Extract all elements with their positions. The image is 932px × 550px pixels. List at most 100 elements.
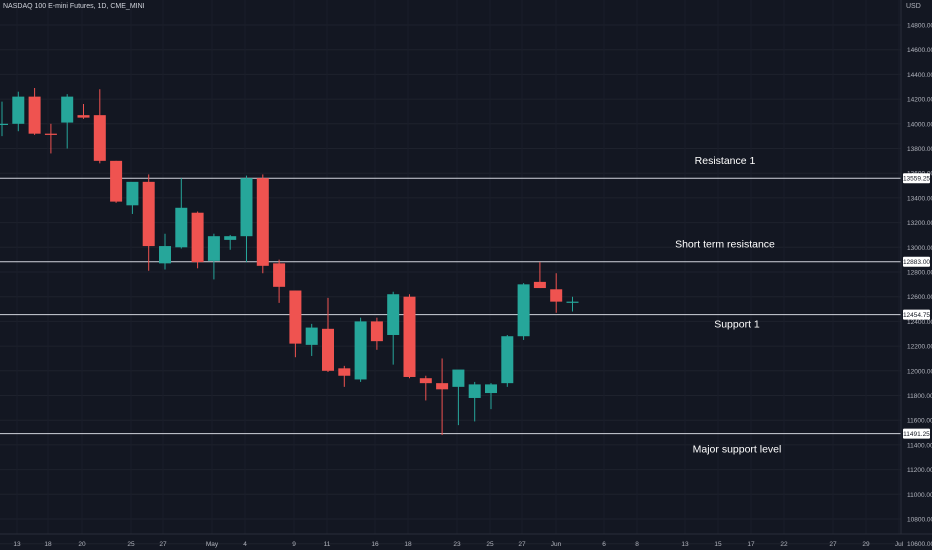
time-tick-label: 22 — [780, 541, 788, 548]
candle-body — [28, 96, 41, 134]
time-tick-label: 4 — [243, 541, 247, 548]
candle — [207, 233, 220, 280]
time-tick-label: 29 — [862, 541, 870, 548]
price-tick-label: 12200.00 — [907, 344, 932, 351]
time-tick-label: 13 — [681, 541, 689, 548]
candle-body — [305, 327, 318, 345]
candle — [501, 334, 514, 387]
candle-body — [550, 289, 563, 302]
candle — [419, 375, 432, 401]
currency-label: USD — [906, 3, 921, 10]
candle — [126, 181, 139, 214]
candle-body — [12, 96, 25, 124]
candle — [110, 160, 123, 203]
price-tick-label: 14400.00 — [907, 72, 932, 79]
price-tick-label: 11000.00 — [907, 492, 932, 499]
candle-body — [338, 368, 351, 376]
candle-body — [0, 123, 8, 125]
price-tick-label: 14800.00 — [907, 23, 932, 30]
candle-body — [126, 181, 139, 206]
candle-body — [354, 321, 367, 380]
short-term-resistance-price-badge — [903, 256, 930, 267]
candle — [61, 94, 74, 149]
price-tick-label: 13400.00 — [907, 195, 932, 202]
candle — [93, 89, 106, 164]
candle-body — [256, 178, 269, 266]
horizontal-level-lines — [0, 177, 901, 435]
candle-body — [175, 207, 188, 248]
time-tick-label: May — [206, 541, 219, 548]
time-tick-label: 16 — [371, 541, 379, 548]
candle-body — [240, 178, 253, 237]
candle-body — [517, 284, 530, 337]
candle-body — [419, 378, 432, 384]
time-tick-label: 18 — [404, 541, 412, 548]
price-tick-label: 12800.00 — [907, 270, 932, 277]
grid-lines — [0, 24, 901, 545]
major-support-level-price-badge — [903, 428, 930, 439]
candle — [403, 294, 416, 379]
candle — [452, 369, 465, 426]
candle — [159, 233, 171, 270]
price-tick-label: 14200.00 — [907, 97, 932, 104]
candle-body — [110, 160, 123, 202]
candle-body — [61, 96, 74, 123]
resistance-1-price-label: 13559.25 — [903, 176, 930, 183]
support-1-price-label: 12454.75 — [903, 312, 930, 319]
candle — [256, 174, 269, 274]
price-tick-label: 11200.00 — [907, 467, 932, 474]
candle-body — [501, 336, 514, 384]
candle — [240, 175, 253, 263]
time-tick-label: 15 — [714, 541, 722, 548]
level-annotations: Resistance 1 Short term resistance Support… — [675, 155, 781, 455]
time-tick-label: 27 — [829, 541, 837, 548]
support-1-annotation: Support 1 — [714, 319, 760, 331]
price-tick-label: 11400.00 — [907, 442, 932, 449]
candle — [485, 383, 497, 410]
candle — [322, 297, 334, 373]
time-tick-label: 25 — [127, 541, 135, 548]
time-axis[interactable]: 13 18 20 25 27 May 4 9 11 16 18 23 25 27 Jun 6 8 13 15 17 22… — [13, 541, 903, 548]
time-tick-label: 13 — [13, 541, 21, 548]
candle — [289, 290, 302, 358]
candle-body — [403, 296, 416, 377]
time-tick-label: 27 — [518, 541, 526, 548]
price-tick-label: 11800.00 — [907, 393, 932, 400]
candle — [77, 104, 90, 119]
candle-body — [485, 384, 497, 394]
candle — [12, 91, 25, 132]
candles — [0, 87, 579, 436]
price-tick-label: 12600.00 — [907, 294, 932, 301]
price-tick-label: 13000.00 — [907, 245, 932, 252]
candle-body — [207, 236, 220, 261]
time-tick-label: Jul — [895, 541, 904, 548]
time-tick-label: 23 — [453, 541, 461, 548]
time-tick-label: 6 — [602, 541, 606, 548]
candle — [387, 291, 400, 365]
time-tick-label: Jun — [551, 541, 562, 548]
candle — [517, 283, 530, 340]
time-tick-label: 27 — [159, 541, 167, 548]
candle-body — [44, 133, 57, 135]
candle — [44, 123, 57, 154]
candle — [191, 211, 204, 269]
price-tick-label: 14600.00 — [907, 47, 932, 54]
candle — [354, 317, 367, 382]
time-tick-label: 11 — [324, 541, 331, 548]
candle-body — [452, 369, 465, 387]
chart-title: NASDAQ 100 E-mini Futures, 1D, CME_MINI — [3, 3, 145, 10]
candle-body — [436, 383, 449, 390]
candle-body — [468, 384, 481, 398]
short-term-resistance-annotation: Short term resistance — [675, 239, 775, 251]
price-tick-label: 13200.00 — [907, 220, 932, 227]
support-1-price-badge — [903, 309, 930, 320]
candle-body — [533, 281, 546, 289]
candle-body — [224, 236, 237, 240]
time-tick-label: 8 — [635, 541, 639, 548]
major-support-level-price-label: 11491.25 — [903, 431, 930, 438]
time-tick-label: 18 — [44, 541, 52, 548]
candle-body — [322, 328, 334, 371]
resistance-1-price-badge — [903, 173, 930, 184]
price-tick-label: 13800.00 — [907, 146, 932, 153]
